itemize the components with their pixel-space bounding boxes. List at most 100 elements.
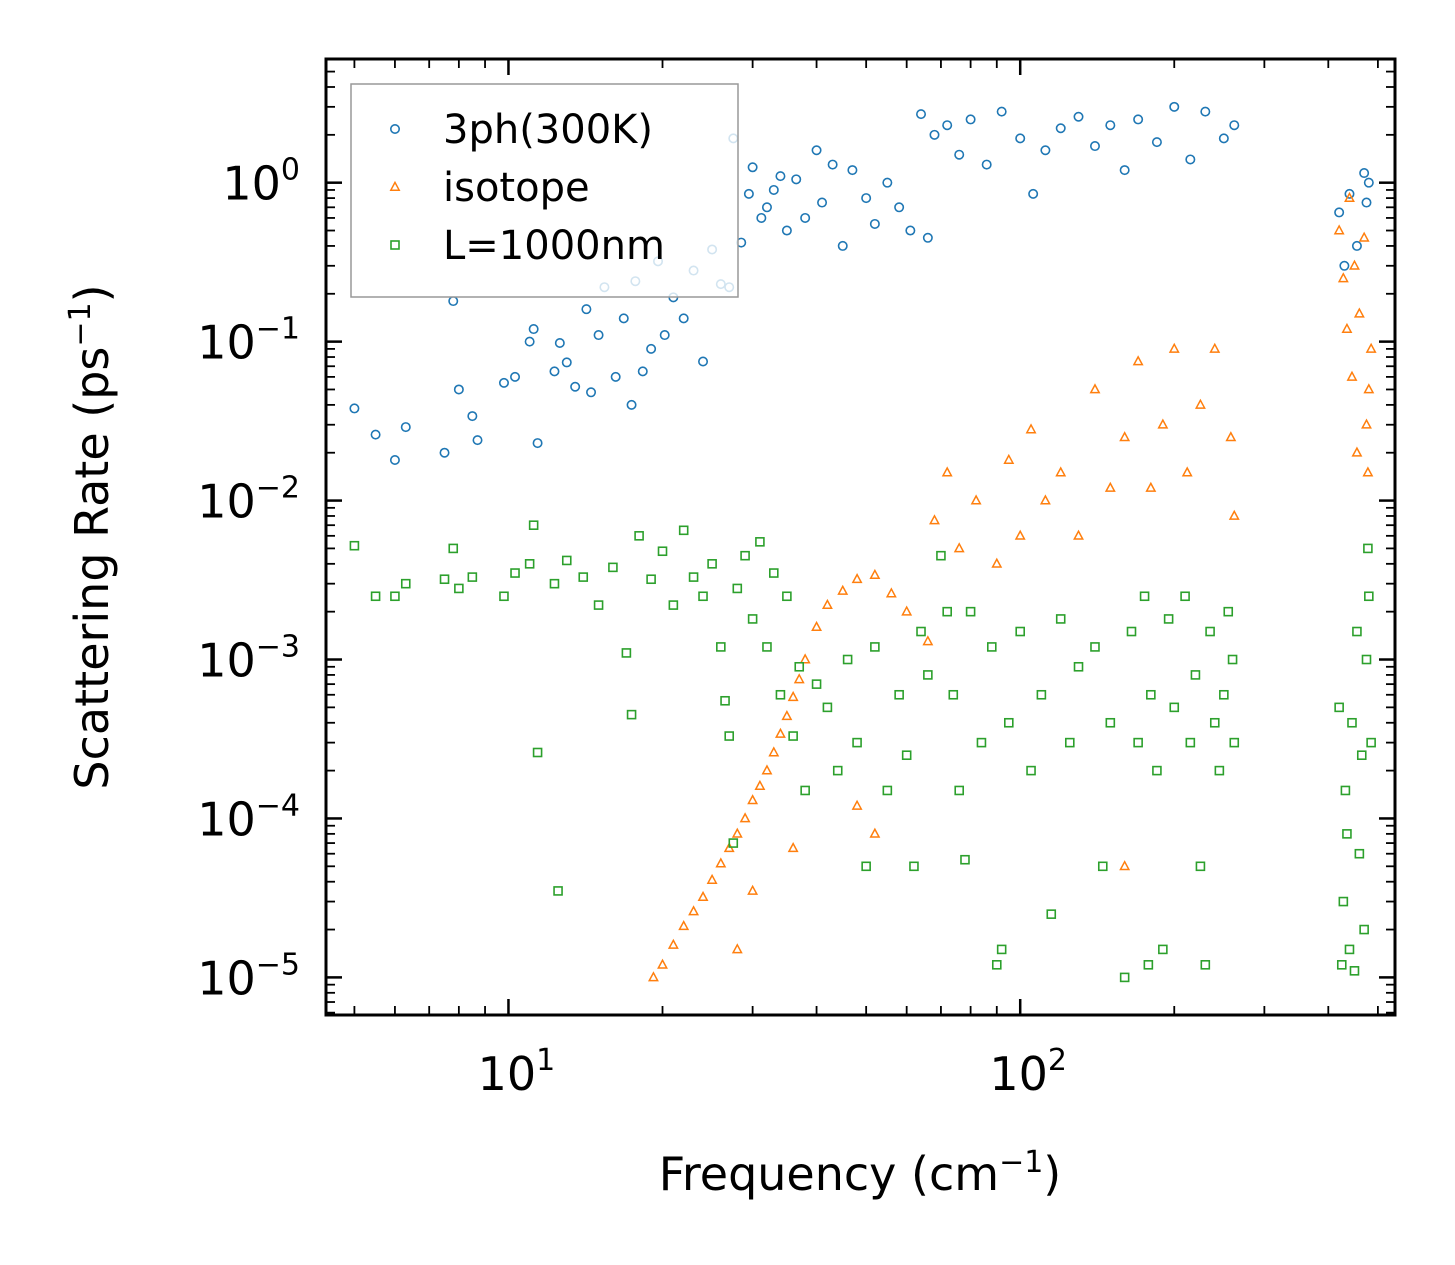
data-point: [528, 324, 539, 335]
data-point: [1028, 188, 1039, 199]
data-point: [842, 654, 853, 665]
data-point: [1073, 661, 1084, 672]
data-point: [922, 232, 933, 243]
data-point: [667, 938, 679, 949]
legend-marker-square-icon: [390, 240, 400, 250]
data-point: [1359, 168, 1370, 179]
data-point: [1195, 861, 1206, 872]
data-point: [1015, 626, 1026, 637]
y-axis-label: Scattering Rate (ps−1): [63, 284, 119, 789]
data-point: [870, 642, 880, 652]
data-point: [1333, 224, 1345, 235]
data-point: [1364, 591, 1374, 602]
data-point: [761, 202, 772, 213]
data-point: [1361, 418, 1372, 429]
data-point: [554, 338, 565, 349]
data-point: [1218, 133, 1229, 144]
data-point: [1209, 717, 1220, 728]
series-2-points: [647, 191, 1377, 982]
data-point: [832, 765, 843, 776]
data-point: [1363, 543, 1373, 554]
data-point: [626, 399, 637, 410]
y-tick-label: 10−4: [197, 788, 300, 846]
data-point: [788, 731, 798, 741]
data-point: [1046, 909, 1057, 919]
data-point: [941, 466, 953, 477]
data-point: [1229, 120, 1240, 131]
data-point: [724, 731, 735, 741]
data-point: [1169, 101, 1180, 112]
data-point: [1351, 446, 1363, 457]
data-point: [761, 764, 773, 775]
legend-label: L=1000nm: [443, 223, 665, 269]
data-point: [1346, 370, 1358, 381]
data-point: [731, 827, 743, 838]
data-point: [1194, 398, 1206, 409]
data-point: [882, 177, 893, 188]
data-point: [732, 583, 743, 594]
data-point: [775, 171, 786, 182]
data-point: [1200, 960, 1211, 970]
data-point: [1132, 355, 1144, 366]
data-point: [787, 690, 799, 702]
data-point: [618, 313, 629, 324]
data-point: [1344, 944, 1355, 955]
data-point: [697, 890, 709, 902]
data-point: [1157, 418, 1169, 429]
data-point: [1362, 466, 1374, 477]
data-point: [389, 454, 400, 465]
data-point: [1344, 191, 1355, 203]
data-point: [448, 543, 459, 554]
scatter-points-layer: [349, 101, 1377, 983]
data-point: [861, 193, 872, 204]
series-3-points: [349, 520, 1376, 983]
data-point: [1334, 207, 1345, 218]
data-point: [553, 886, 563, 896]
data-point: [698, 591, 708, 602]
data-point: [1353, 307, 1365, 318]
data-point: [1200, 106, 1211, 117]
data-point: [659, 330, 670, 341]
data-point: [1363, 177, 1374, 188]
data-point: [728, 838, 739, 848]
data-point: [524, 336, 535, 347]
data-point: [549, 366, 560, 377]
x-axis-label: Frequency (cm−1): [659, 1145, 1062, 1201]
data-point: [781, 225, 792, 236]
data-point: [1040, 145, 1051, 156]
data-point: [976, 737, 987, 748]
data-point: [1366, 737, 1376, 748]
y-tick-label: 100: [222, 153, 300, 211]
data-point: [349, 403, 360, 414]
data-point: [454, 583, 464, 594]
data-point: [1347, 717, 1357, 728]
data-point: [769, 568, 779, 578]
data-point: [1340, 785, 1351, 796]
data-point: [678, 920, 690, 931]
data-point: [799, 653, 811, 664]
data-point: [400, 422, 411, 433]
data-point: [1185, 154, 1196, 165]
data-point: [965, 606, 976, 617]
data-point: [578, 572, 589, 582]
data-point: [882, 785, 893, 796]
data-point: [1168, 342, 1180, 353]
data-point: [532, 747, 543, 758]
data-point: [740, 550, 750, 561]
data-point: [1055, 614, 1066, 624]
legend-item: 3ph(300K): [389, 107, 653, 153]
data-point: [747, 884, 759, 895]
data-point: [756, 212, 767, 223]
data-point: [561, 357, 572, 368]
data-point: [593, 600, 604, 610]
data-point: [1073, 529, 1084, 540]
data-point: [1089, 383, 1101, 394]
data-point: [608, 562, 618, 573]
data-point: [996, 106, 1007, 117]
data-point: [747, 162, 758, 173]
legend-label: isotope: [443, 165, 590, 211]
data-point: [894, 202, 905, 213]
data-point: [762, 642, 772, 652]
data-point: [894, 689, 904, 700]
